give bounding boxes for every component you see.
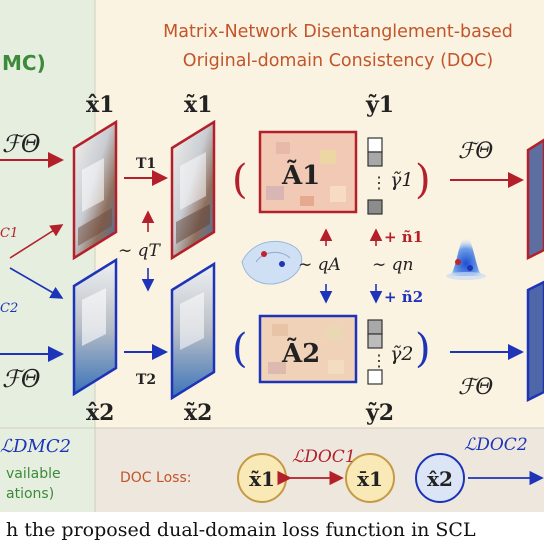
vector-y1: ⋮	[367, 137, 387, 215]
operator-right-top: ℱΘ	[458, 139, 493, 164]
distribution-qn-gaussian	[446, 234, 486, 280]
svg-text:⋮: ⋮	[371, 351, 387, 370]
operator-bottom-left: ℱΘ	[2, 365, 41, 393]
left-loss-label: ℒDMC2	[0, 436, 71, 457]
bottom-left-bg	[0, 428, 95, 512]
label-x2-hat: x̂2	[86, 400, 114, 426]
paren-close-bottom: )	[415, 326, 431, 372]
image-x1-tilde	[170, 119, 216, 261]
label-x1-tilde: x̃1	[184, 92, 212, 118]
paren-open-bottom: (	[232, 326, 248, 372]
label-y1: ỹ1	[365, 92, 394, 118]
loss-node-2-label: x̄1	[357, 467, 383, 491]
label-n2: + ñ2	[384, 288, 423, 306]
arrow-left-diag-up	[9, 224, 64, 259]
operator-right-bottom: ℱΘ	[458, 375, 493, 400]
left-note-line2: ations)	[6, 486, 54, 502]
label-qn: ∼ qn	[372, 255, 413, 275]
label-y2: ỹ2	[365, 400, 394, 426]
loss-label-doc1: ℒDOC1	[292, 447, 356, 467]
label-T1: T1	[136, 156, 156, 172]
image-x1-hat	[72, 119, 118, 261]
label-n1: + ñ1	[384, 228, 423, 246]
left-subscript-top: C1	[0, 226, 18, 241]
label-A2: Ã2	[281, 337, 320, 369]
arrow-left-diag-down	[9, 267, 64, 299]
left-subscript-bottom: C2	[0, 301, 18, 316]
operator-top-left: ℱΘ	[2, 130, 41, 158]
bottom-panel-bg	[95, 428, 544, 512]
label-gamma1: γ̃1	[390, 169, 413, 191]
label-x2-tilde: x̃2	[184, 400, 212, 426]
image-right-top-partial	[526, 138, 544, 261]
paren-open-top: (	[232, 157, 248, 203]
svg-text:⋮: ⋮	[371, 173, 387, 192]
matrix-A2	[258, 314, 358, 384]
doc-loss-label: DOC Loss:	[120, 470, 191, 486]
header-title-line2: Original-domain Consistency (DOC)	[183, 51, 493, 71]
left-note-line1: vailable	[6, 466, 61, 482]
loss-node-2	[345, 453, 395, 503]
label-gamma2: γ̃2	[390, 343, 413, 365]
image-x2-tilde	[170, 261, 216, 401]
loss-label-doc2: ℒDOC2	[464, 435, 528, 455]
left-header-fragment: MC)	[2, 51, 46, 75]
label-qA: ∼ qA	[298, 255, 341, 275]
figure-caption: h the proposed dual-domain loss function…	[6, 519, 476, 541]
image-right-bottom-partial	[526, 280, 544, 403]
paren-close-top: )	[415, 157, 431, 203]
label-qT: ∼ qT	[118, 241, 162, 261]
label-T2: T2	[136, 372, 156, 388]
image-x2-hat	[72, 257, 118, 397]
matrix-A1	[258, 130, 358, 214]
loss-node-3	[415, 453, 465, 503]
loss-node-3-label: x̂2	[427, 467, 453, 491]
vector-y2: ⋮	[367, 319, 387, 385]
label-A1: Ã1	[281, 159, 320, 191]
header-title-line1: Matrix-Network Disentanglement-based	[163, 22, 513, 42]
label-x1-hat: x̂1	[86, 92, 114, 118]
distribution-qA-blob	[241, 240, 303, 285]
loss-node-1-label: x̃1	[249, 467, 275, 491]
